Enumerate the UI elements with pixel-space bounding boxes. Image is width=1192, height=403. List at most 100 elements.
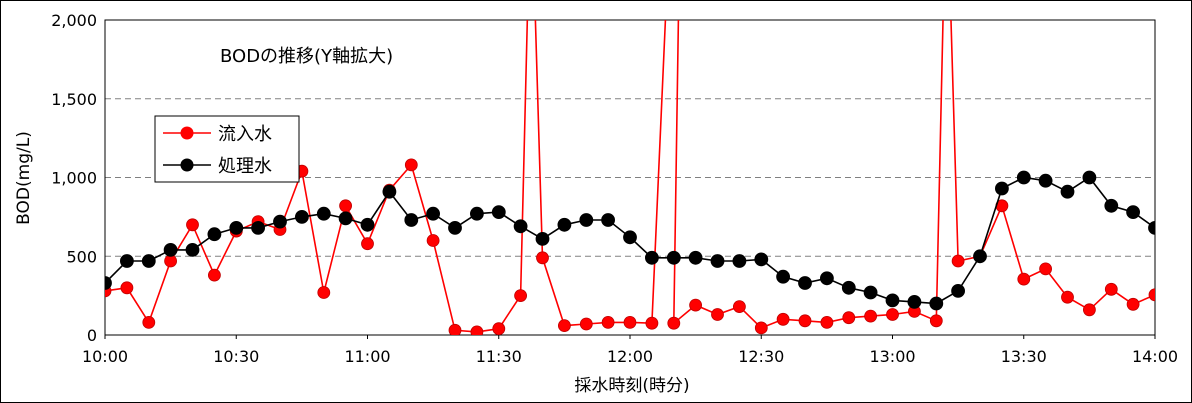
data-point [1060,184,1075,199]
data-point [448,323,462,335]
x-tick-label: 11:00 [344,347,390,366]
data-point [535,231,550,246]
x-tick-label: 13:30 [1001,347,1047,366]
data-point [404,213,419,227]
data-point [973,249,987,264]
data-point [186,218,199,232]
data-point [273,214,287,229]
data-point [689,298,702,312]
data-point [1082,170,1097,185]
data-point [601,213,615,227]
tick-labels: 0 500 1,000 1,500 2,000 10:00 10:30 11:00 11:30 1… [51,11,1178,366]
data-point [1038,173,1053,188]
data-point [666,250,681,265]
data-point [579,317,593,331]
y-tick-label: 1,000 [51,169,97,188]
data-point [601,315,615,329]
data-point [229,220,244,235]
data-point [842,311,856,325]
data-point [776,312,790,326]
data-point [448,220,462,235]
data-point [382,184,397,199]
data-point [623,230,637,245]
data-point [317,286,331,299]
data-point [732,254,747,268]
data-point [929,314,943,328]
data-point [863,285,878,300]
chart-title: BODの推移(Y軸拡大) [220,46,393,67]
data-point [251,220,266,235]
data-point [688,250,703,265]
data-point [907,294,922,309]
data-point [733,300,746,314]
data-point [163,242,178,257]
data-point [1016,170,1031,185]
data-point [711,308,724,321]
data-point [492,322,506,335]
y-tick-label: 0 [87,326,97,345]
data-point [514,289,527,303]
data-point [207,268,221,282]
x-tick-label: 14:00 [1132,347,1178,366]
data-point [1017,272,1031,286]
data-point [513,219,528,234]
series-2 [105,170,1155,311]
legend-marker [180,126,194,140]
data-point [426,206,441,221]
data-point [754,321,768,335]
data-point [207,227,222,242]
data-point [536,251,549,265]
legend-marker [180,158,194,172]
data-point [339,199,353,213]
data-point [469,206,484,221]
data-point [1039,262,1052,276]
data-point [864,309,877,323]
data-point [142,315,156,329]
x-tick-label: 13:00 [869,347,915,366]
y-tick-label: 1,500 [51,90,97,109]
data-point [798,276,812,290]
data-point [951,283,965,298]
x-tick-label: 12:00 [607,347,653,366]
data-point [1126,205,1140,220]
x-tick-label: 10:30 [213,347,259,366]
data-point [951,254,965,268]
data-point [404,158,418,172]
data-point [710,254,725,268]
data-point [338,211,353,226]
data-point [1148,288,1155,302]
data-point [426,234,440,247]
data-point [316,206,331,221]
y-tick-label: 500 [66,247,97,266]
x-axis-title: 採水時刻(時分) [574,376,689,396]
x-tick-label: 11:30 [476,347,522,366]
data-point [885,293,900,308]
data-point [645,250,659,265]
series-layer [105,20,1155,335]
y-tick-label: 2,000 [51,11,97,30]
data-point [667,316,681,330]
data-point [754,252,769,267]
data-point [141,254,156,268]
data-point [995,181,1009,196]
data-point [841,280,856,295]
data-point [294,209,309,224]
data-point [623,315,637,329]
data-point [361,237,374,251]
data-point [776,269,790,284]
data-point [1083,303,1096,317]
data-point [470,325,484,335]
data-point [360,217,375,232]
data-point [929,296,944,311]
x-tick-label: 10:00 [82,347,128,366]
y-axis-title: BOD(mg/L) [14,131,34,225]
legend-box [154,115,300,183]
data-point [820,315,834,329]
data-point [1104,282,1118,296]
data-point [645,316,659,330]
data-point [185,242,200,257]
